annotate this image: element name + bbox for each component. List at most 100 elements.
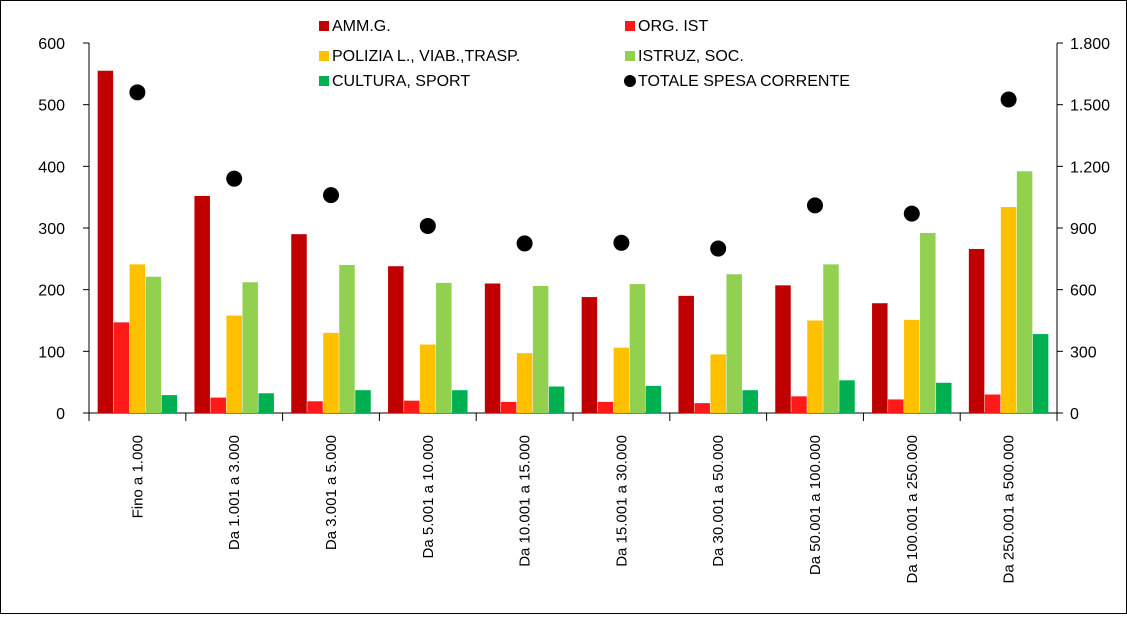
right-axis-tick-label: 1.200 bbox=[1070, 159, 1110, 176]
bars-group bbox=[97, 70, 1049, 413]
bar-1 bbox=[388, 266, 404, 413]
x-labels-group: Fino a 1.000 Da 1.001 a 3.000 Da 3.001 a 5… bbox=[129, 435, 1017, 583]
right-axis-tick-label: 300 bbox=[1070, 344, 1097, 361]
total-point bbox=[807, 197, 823, 214]
bar-5 bbox=[742, 390, 758, 413]
right-axis-tick-label: 1.800 bbox=[1070, 36, 1110, 53]
bar-5 bbox=[258, 393, 274, 413]
bar-2 bbox=[113, 322, 130, 413]
right-axis-tick-label: 900 bbox=[1070, 221, 1097, 238]
legend-swatch bbox=[625, 21, 635, 31]
x-axis-label: Da 5.001 a 10.000 bbox=[420, 435, 437, 558]
legend-label: ISTRUZ, SOC. bbox=[638, 48, 744, 65]
legend-swatch bbox=[319, 51, 329, 61]
bar-1 bbox=[194, 195, 210, 413]
bar-1 bbox=[484, 283, 501, 413]
bar-4 bbox=[145, 276, 162, 413]
bar-3 bbox=[516, 353, 533, 413]
x-axis-label: Da 250.001 a 500.000 bbox=[1001, 435, 1018, 583]
total-point bbox=[613, 234, 630, 251]
left-axis-tick-label: 600 bbox=[38, 36, 65, 53]
bar-5 bbox=[936, 382, 952, 413]
bar-3 bbox=[904, 319, 920, 413]
x-axis-label: Da 50.001 a 100.000 bbox=[807, 435, 824, 575]
left-axis-tick-label: 0 bbox=[56, 406, 65, 423]
right-axis-tick-label: 0 bbox=[1070, 406, 1079, 423]
left-axis-tick-label: 200 bbox=[38, 283, 65, 300]
bar-4 bbox=[823, 264, 839, 413]
bar-1 bbox=[775, 285, 791, 413]
bar-5 bbox=[548, 386, 565, 413]
bar-1 bbox=[291, 234, 307, 413]
x-axis-label: Da 100.001 a 250.000 bbox=[904, 435, 921, 583]
bar-1 bbox=[97, 70, 114, 413]
bar-4 bbox=[436, 282, 452, 413]
left-axis-tick-label: 500 bbox=[38, 98, 65, 115]
legend: AMM.G. ORG. IST POLIZIA L., VIAB.,TRASP. IS… bbox=[319, 18, 850, 90]
bar-4 bbox=[726, 274, 742, 413]
bar-4 bbox=[629, 284, 646, 413]
bar-1 bbox=[872, 303, 888, 413]
bar-5 bbox=[355, 390, 371, 413]
bar-5 bbox=[161, 395, 178, 413]
total-point bbox=[323, 187, 339, 204]
bar-4 bbox=[920, 232, 936, 413]
bar-2 bbox=[597, 401, 614, 413]
bar-1 bbox=[678, 295, 694, 413]
legend-marker bbox=[624, 75, 636, 87]
legend-swatch bbox=[625, 51, 635, 61]
x-axis-label: Da 15.001 a 30.000 bbox=[613, 435, 630, 567]
bar-3 bbox=[613, 347, 630, 413]
bar-4 bbox=[242, 282, 258, 413]
bar-3 bbox=[1000, 207, 1017, 413]
left-axis-tick-label: 100 bbox=[38, 344, 65, 361]
total-point bbox=[903, 205, 920, 222]
bar-4 bbox=[532, 285, 549, 413]
x-axis-label: Da 30.001 a 50.000 bbox=[710, 435, 727, 567]
legend-label: TOTALE SPESA CORRENTE bbox=[638, 73, 850, 90]
bar-5 bbox=[1032, 334, 1049, 413]
points-group bbox=[129, 84, 1017, 257]
bar-1 bbox=[968, 248, 985, 413]
bar-2 bbox=[984, 394, 1001, 413]
legend-label: AMM.G. bbox=[332, 18, 391, 35]
bar-2 bbox=[694, 403, 710, 413]
right-axis-tick-label: 1.500 bbox=[1070, 98, 1110, 115]
legend-label: ORG. IST bbox=[638, 18, 708, 35]
bar-5 bbox=[839, 380, 855, 413]
total-point bbox=[226, 170, 243, 187]
bar-2 bbox=[210, 397, 226, 413]
total-point bbox=[129, 84, 146, 101]
bar-5 bbox=[452, 390, 468, 413]
x-axis-label: Fino a 1.000 bbox=[129, 435, 146, 518]
total-point bbox=[1000, 91, 1017, 108]
x-axis-label: Da 3.001 a 5.000 bbox=[323, 435, 340, 550]
total-point bbox=[516, 235, 533, 252]
bar-3 bbox=[807, 320, 823, 413]
legend-swatch bbox=[319, 76, 329, 86]
total-point bbox=[710, 240, 727, 257]
bar-3 bbox=[129, 264, 146, 413]
bar-2 bbox=[888, 399, 904, 413]
bar-2 bbox=[791, 396, 807, 413]
bar-3 bbox=[226, 315, 242, 413]
bar-2 bbox=[404, 400, 420, 413]
bar-2 bbox=[307, 401, 323, 413]
bar-3 bbox=[323, 332, 339, 413]
x-axis-label: Da 10.001 a 15.000 bbox=[517, 435, 534, 567]
bar-4 bbox=[339, 265, 355, 413]
legend-swatch bbox=[319, 21, 329, 31]
left-axis-tick-label: 300 bbox=[38, 221, 65, 238]
x-axis-label: Da 1.001 a 3.000 bbox=[226, 435, 243, 550]
bar-2 bbox=[500, 401, 517, 413]
left-axis-tick-label: 400 bbox=[38, 159, 65, 176]
total-point bbox=[419, 217, 436, 234]
right-axis-tick-label: 600 bbox=[1070, 283, 1097, 300]
legend-label: POLIZIA L., VIAB.,TRASP. bbox=[332, 48, 520, 65]
legend-label: CULTURA, SPORT bbox=[332, 73, 470, 90]
bar-4 bbox=[1016, 171, 1033, 413]
bar-3 bbox=[420, 344, 436, 413]
bar-1 bbox=[581, 297, 598, 413]
